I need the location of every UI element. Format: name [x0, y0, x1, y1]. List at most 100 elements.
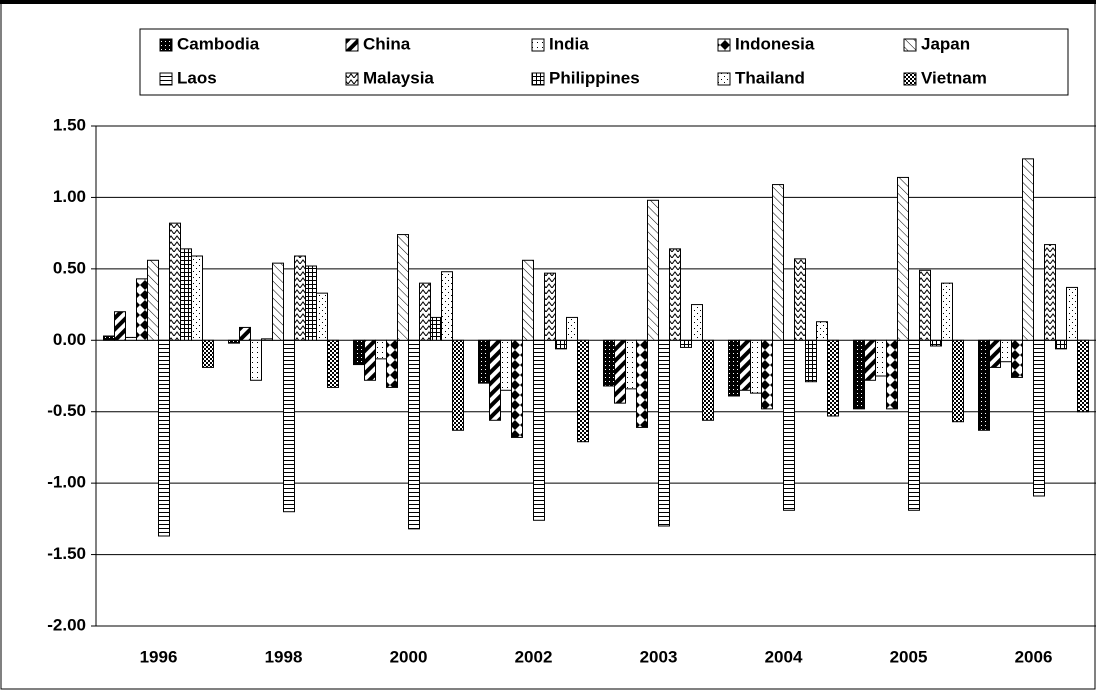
bar: [228, 339, 240, 344]
bar: [478, 339, 490, 384]
bar: [1044, 244, 1056, 341]
bar: [544, 272, 556, 341]
x-tick-label: 2005: [890, 647, 928, 666]
bar: [522, 259, 534, 341]
y-tick-label: -1.00: [47, 473, 86, 492]
bar: [750, 339, 762, 394]
bar: [941, 282, 953, 341]
bar: [316, 292, 328, 341]
bar: [136, 278, 148, 341]
legend-swatch: [717, 38, 731, 52]
bar: [1011, 339, 1023, 378]
y-tick-label: -1.50: [47, 544, 86, 563]
legend-label: China: [363, 34, 411, 53]
y-tick-label: 0.50: [53, 258, 86, 277]
bar: [886, 339, 898, 410]
bar: [864, 339, 876, 381]
bar: [908, 339, 920, 511]
legend-label: Philippines: [549, 68, 640, 87]
bar: [500, 339, 512, 391]
bar: [452, 339, 464, 431]
y-tick-label: 1.00: [53, 187, 86, 206]
bar: [419, 282, 431, 341]
bar: [103, 335, 115, 341]
bar: [625, 339, 637, 390]
bar: [441, 271, 453, 341]
legend-swatch: [903, 72, 917, 86]
bar: [1033, 339, 1045, 497]
bar: [114, 311, 126, 341]
bar: [761, 339, 773, 410]
bar: [978, 339, 990, 431]
bar: [952, 339, 964, 423]
legend-label: Japan: [921, 34, 970, 53]
bar: [158, 339, 170, 537]
bar: [647, 199, 659, 341]
legend-swatch: [717, 72, 731, 86]
bar: [386, 339, 398, 388]
bar: [897, 176, 909, 341]
bar: [794, 258, 806, 341]
bar: [555, 339, 567, 350]
y-tick-label: -0.50: [47, 401, 86, 420]
y-tick-label: -2.00: [47, 615, 86, 634]
bar: [397, 234, 409, 341]
bar: [875, 339, 887, 377]
legend-label: Thailand: [735, 68, 805, 87]
bar: [1022, 158, 1034, 341]
x-tick-label: 2000: [390, 647, 428, 666]
y-tick-label: 0.00: [53, 330, 86, 349]
legend-label: Cambodia: [177, 34, 260, 53]
bar: [408, 339, 420, 530]
y-tick-label: 1.50: [53, 115, 86, 134]
bar: [816, 321, 828, 341]
bar: [147, 259, 159, 341]
legend-swatch: [159, 72, 173, 86]
bar: [636, 339, 648, 428]
bar: [783, 339, 795, 511]
legend-swatch: [531, 38, 545, 52]
legend-swatch: [903, 38, 917, 52]
bar: [294, 255, 306, 341]
bar: [658, 339, 670, 527]
bar: [191, 255, 203, 341]
bar: [250, 339, 262, 381]
bar: [489, 339, 501, 421]
legend-label: Indonesia: [735, 34, 815, 53]
bar: [772, 184, 784, 341]
bar: [511, 339, 523, 438]
bar: [305, 265, 317, 341]
bar: [1055, 339, 1067, 350]
bar: [272, 262, 284, 341]
x-tick-label: 2002: [515, 647, 553, 666]
bar: [577, 339, 589, 443]
bar: [533, 339, 545, 521]
bar: [125, 336, 137, 341]
bar: [989, 339, 1001, 368]
bar: [827, 339, 839, 417]
bar: [239, 326, 251, 341]
legend-swatch: [345, 72, 359, 86]
bar: [261, 338, 273, 341]
x-tick-label: 2004: [765, 647, 803, 666]
bar: [430, 316, 442, 341]
bar: [691, 304, 703, 341]
legend-label: India: [549, 34, 589, 53]
legend-swatch: [531, 72, 545, 86]
bar: [680, 339, 692, 348]
bar: [169, 222, 181, 341]
bar: [930, 339, 942, 347]
legend-label: Malaysia: [363, 68, 434, 87]
bar: [566, 316, 578, 341]
bar: [669, 248, 681, 341]
legend-label: Laos: [177, 68, 217, 87]
bar: [1066, 286, 1078, 341]
bar: [614, 339, 626, 404]
bar: [353, 339, 365, 366]
bar: [283, 339, 295, 513]
bar: [180, 248, 192, 341]
x-tick-label: 1996: [140, 647, 178, 666]
legend-label: Vietnam: [921, 68, 987, 87]
